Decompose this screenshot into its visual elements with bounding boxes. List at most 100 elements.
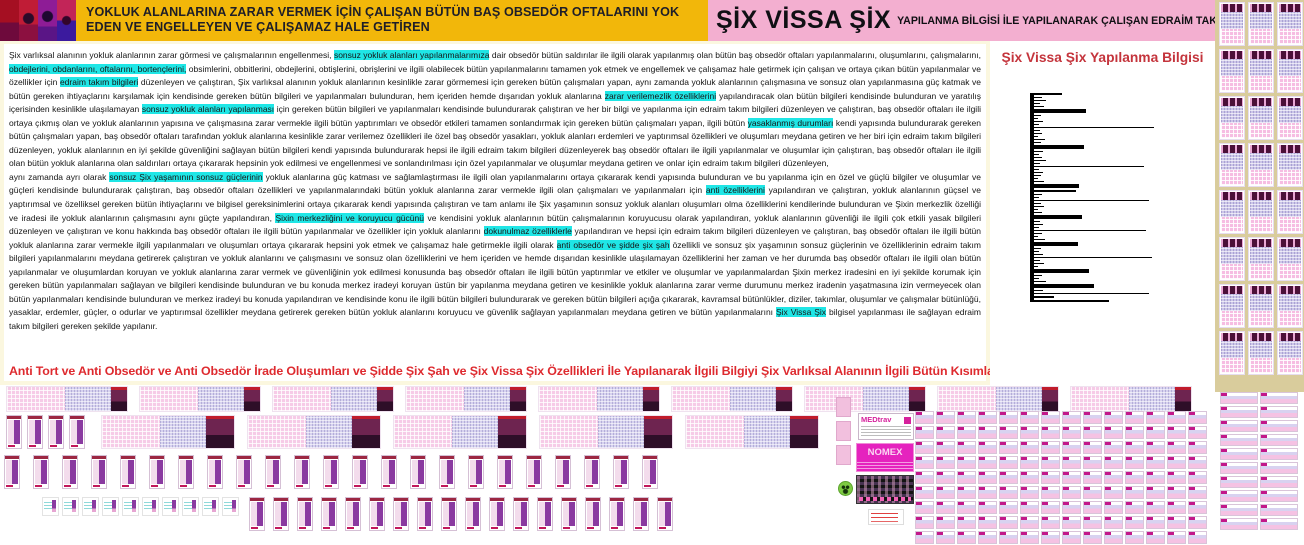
mini-card-thumbnail[interactable] [1104,471,1123,484]
mini-card-thumbnail[interactable] [1167,471,1186,484]
mini-card-thumbnail[interactable] [936,531,955,544]
panel-card-thumbnail[interactable] [804,386,926,412]
mini-card-thumbnail[interactable] [978,456,997,469]
mini-card-thumbnail[interactable] [1220,518,1258,530]
mini-card-thumbnail[interactable] [1277,284,1303,328]
logo-collage-image[interactable] [0,0,78,41]
mini-card-thumbnail[interactable] [1260,420,1298,432]
mini-card-thumbnail[interactable] [1083,516,1102,529]
mini-card-thumbnail[interactable] [978,426,997,439]
mini-card-thumbnail[interactable] [1020,531,1039,544]
product-thumbnail[interactable] [323,455,339,489]
mini-card-thumbnail[interactable] [999,531,1018,544]
mini-card-thumbnail[interactable] [999,411,1018,424]
mini-card-thumbnail[interactable] [1220,392,1258,404]
mini-card-thumbnail[interactable] [1219,237,1245,281]
mini-card-thumbnail[interactable] [1188,501,1207,514]
mini-card-thumbnail[interactable] [1083,531,1102,544]
product-thumbnail[interactable] [613,455,629,489]
panel-card-thumbnail[interactable] [538,386,660,412]
panel-card-thumbnail[interactable] [393,415,527,449]
mini-card-thumbnail[interactable] [1062,516,1081,529]
mini-card-thumbnail[interactable] [1277,96,1303,140]
mini-card-thumbnail[interactable] [1248,331,1274,375]
smiley-icon[interactable] [838,481,853,496]
mini-card-thumbnail[interactable] [1041,411,1060,424]
mini-card-thumbnail[interactable] [1083,456,1102,469]
mini-card-thumbnail[interactable] [936,516,955,529]
clip-thumbnail[interactable] [162,497,179,516]
mini-card-thumbnail[interactable] [1167,411,1186,424]
mini-card-thumbnail[interactable] [1219,284,1245,328]
mini-card-thumbnail[interactable] [1260,504,1298,516]
mini-card-thumbnail[interactable] [1125,501,1144,514]
mini-card-thumbnail[interactable] [1104,486,1123,499]
mini-card-thumbnail[interactable] [915,471,934,484]
mini-card-thumbnail[interactable] [1220,406,1258,418]
mini-card-thumbnail[interactable] [978,471,997,484]
panel-card-thumbnail[interactable] [139,386,261,412]
mini-card-thumbnail[interactable] [1188,486,1207,499]
mini-card-thumbnail[interactable] [1248,2,1274,46]
mini-card-thumbnail[interactable] [1020,516,1039,529]
product-thumbnail[interactable] [584,455,600,489]
nomex-banner[interactable]: NOMEX [856,443,914,472]
mini-card-thumbnail[interactable] [957,411,976,424]
sliver-thumbnail[interactable] [836,445,851,465]
mini-card-thumbnail[interactable] [1125,516,1144,529]
mini-card-thumbnail[interactable] [1220,420,1258,432]
mini-card-thumbnail[interactable] [957,501,976,514]
mini-card-thumbnail[interactable] [936,501,955,514]
mini-card-thumbnail[interactable] [1277,331,1303,375]
mini-card-thumbnail[interactable] [1104,501,1123,514]
mini-card-thumbnail[interactable] [1146,471,1165,484]
product-thumbnail[interactable] [352,455,368,489]
product-thumbnail[interactable] [537,497,553,531]
mini-card-thumbnail[interactable] [1062,456,1081,469]
mini-card-thumbnail[interactable] [1248,237,1274,281]
mini-card-thumbnail[interactable] [1219,96,1245,140]
mini-card-thumbnail[interactable] [1083,471,1102,484]
clip-thumbnail[interactable] [182,497,199,516]
product-thumbnail[interactable] [561,497,577,531]
product-thumbnail[interactable] [27,415,43,449]
mini-card-thumbnail[interactable] [1041,516,1060,529]
mini-card-thumbnail[interactable] [1248,284,1274,328]
mini-card-thumbnail[interactable] [1167,426,1186,439]
mini-card-thumbnail[interactable] [1041,441,1060,454]
mini-card-thumbnail[interactable] [1083,426,1102,439]
mini-card-thumbnail[interactable] [1220,462,1258,474]
mini-card-thumbnail[interactable] [1220,476,1258,488]
mini-card-thumbnail[interactable] [1219,331,1245,375]
mini-card-thumbnail[interactable] [1104,516,1123,529]
clip-thumbnail[interactable] [42,497,59,516]
mini-card-thumbnail[interactable] [1219,49,1245,93]
product-thumbnail[interactable] [439,455,455,489]
mini-card-thumbnail[interactable] [1020,441,1039,454]
product-thumbnail[interactable] [417,497,433,531]
mini-card-thumbnail[interactable] [1020,411,1039,424]
mini-card-thumbnail[interactable] [936,471,955,484]
mini-card-thumbnail[interactable] [1041,426,1060,439]
mini-card-thumbnail[interactable] [1220,448,1258,460]
mini-card-thumbnail[interactable] [936,411,955,424]
product-thumbnail[interactable] [585,497,601,531]
mini-card-thumbnail[interactable] [1248,96,1274,140]
mini-card-thumbnail[interactable] [978,486,997,499]
mini-card-thumbnail[interactable] [1188,411,1207,424]
mini-card-thumbnail[interactable] [957,426,976,439]
mini-card-thumbnail[interactable] [1041,456,1060,469]
mini-card-thumbnail[interactable] [1277,49,1303,93]
panel-card-thumbnail[interactable] [685,415,819,449]
product-thumbnail[interactable] [369,497,385,531]
mini-card-thumbnail[interactable] [1104,441,1123,454]
mini-card-thumbnail[interactable] [957,456,976,469]
mini-card-thumbnail[interactable] [1146,486,1165,499]
mini-card-thumbnail[interactable] [1062,531,1081,544]
mini-card-thumbnail[interactable] [1260,490,1298,502]
mini-card-thumbnail[interactable] [1167,456,1186,469]
mini-card-thumbnail[interactable] [1248,49,1274,93]
mini-card-thumbnail[interactable] [957,441,976,454]
sliver-thumbnail[interactable] [836,421,851,441]
mini-card-thumbnail[interactable] [1220,490,1258,502]
